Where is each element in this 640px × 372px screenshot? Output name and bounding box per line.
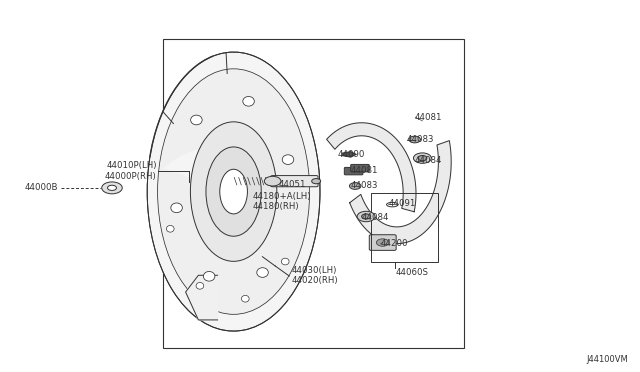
Polygon shape: [349, 141, 451, 244]
Ellipse shape: [243, 96, 254, 106]
Text: 44020(RH): 44020(RH): [291, 276, 338, 285]
Text: 44060S: 44060S: [396, 268, 429, 277]
Circle shape: [108, 185, 116, 190]
Ellipse shape: [206, 147, 261, 236]
Text: 44000B: 44000B: [24, 183, 58, 192]
Circle shape: [362, 214, 371, 219]
FancyBboxPatch shape: [351, 164, 369, 172]
Text: 44010P(LH): 44010P(LH): [106, 161, 157, 170]
Ellipse shape: [282, 155, 294, 164]
Bar: [163, 39, 464, 348]
Polygon shape: [326, 123, 416, 212]
Ellipse shape: [387, 202, 398, 207]
Polygon shape: [186, 275, 218, 320]
Ellipse shape: [376, 239, 389, 246]
Text: 44030(LH): 44030(LH): [291, 266, 337, 275]
Circle shape: [312, 179, 321, 184]
Ellipse shape: [147, 52, 320, 331]
Ellipse shape: [157, 69, 310, 314]
Text: 44000P(RH): 44000P(RH): [105, 172, 157, 181]
Ellipse shape: [171, 203, 182, 213]
Circle shape: [349, 183, 361, 189]
Ellipse shape: [257, 268, 268, 278]
Text: 44084: 44084: [415, 156, 442, 165]
Circle shape: [357, 211, 375, 222]
Ellipse shape: [282, 258, 289, 265]
Ellipse shape: [191, 115, 202, 125]
Bar: [371, 193, 438, 262]
Text: 44084: 44084: [362, 213, 389, 222]
FancyBboxPatch shape: [344, 167, 363, 175]
Text: 44091: 44091: [388, 199, 416, 208]
Text: 44051: 44051: [278, 180, 306, 189]
Ellipse shape: [191, 122, 277, 262]
Circle shape: [418, 155, 427, 161]
Text: 44180+A(LH): 44180+A(LH): [253, 192, 311, 201]
Ellipse shape: [241, 295, 249, 302]
Circle shape: [264, 176, 281, 186]
Text: 44083: 44083: [406, 135, 434, 144]
Circle shape: [409, 136, 420, 143]
Wedge shape: [164, 145, 234, 192]
FancyBboxPatch shape: [369, 235, 396, 250]
Ellipse shape: [166, 225, 174, 232]
Text: 44081: 44081: [351, 166, 378, 175]
Text: 44083: 44083: [351, 181, 378, 190]
Ellipse shape: [220, 169, 248, 214]
Text: 44180(RH): 44180(RH): [253, 202, 300, 211]
Ellipse shape: [204, 272, 215, 281]
Text: J44100VM: J44100VM: [587, 355, 628, 364]
Text: 44090: 44090: [338, 150, 365, 159]
Circle shape: [102, 182, 122, 194]
Ellipse shape: [196, 282, 204, 289]
Text: 44200: 44200: [381, 239, 408, 248]
Circle shape: [413, 153, 431, 163]
Wedge shape: [159, 139, 234, 192]
Polygon shape: [342, 152, 356, 157]
FancyBboxPatch shape: [271, 176, 318, 187]
Text: 44081: 44081: [415, 113, 442, 122]
